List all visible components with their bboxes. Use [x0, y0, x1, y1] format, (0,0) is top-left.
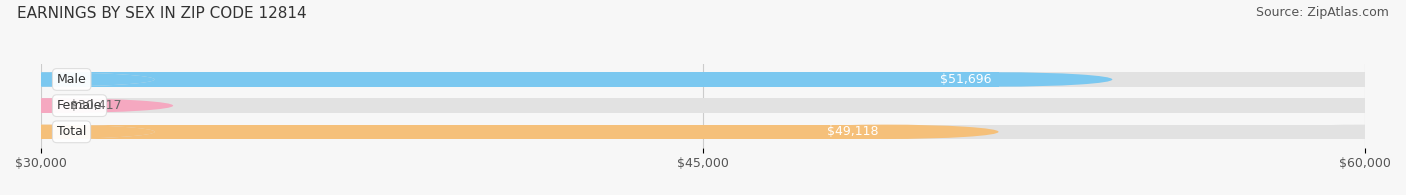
- Ellipse shape: [770, 125, 998, 139]
- Ellipse shape: [0, 98, 155, 113]
- Text: EARNINGS BY SEX IN ZIP CODE 12814: EARNINGS BY SEX IN ZIP CODE 12814: [17, 6, 307, 21]
- Text: $49,118: $49,118: [827, 125, 879, 138]
- Ellipse shape: [0, 125, 155, 139]
- Bar: [998, 72, 1365, 87]
- Ellipse shape: [1251, 125, 1406, 139]
- Bar: [41, 72, 998, 87]
- Bar: [59, 98, 1365, 113]
- Text: Source: ZipAtlas.com: Source: ZipAtlas.com: [1256, 6, 1389, 19]
- Bar: [41, 98, 1365, 113]
- Bar: [41, 125, 1365, 139]
- Ellipse shape: [0, 98, 173, 113]
- Text: Male: Male: [56, 73, 87, 86]
- Text: Female: Female: [56, 99, 103, 112]
- Ellipse shape: [1251, 98, 1406, 113]
- Bar: [884, 125, 1365, 139]
- Ellipse shape: [1251, 72, 1406, 87]
- Text: $51,696: $51,696: [941, 73, 991, 86]
- Ellipse shape: [0, 72, 155, 87]
- Text: $30,417: $30,417: [70, 99, 121, 112]
- Ellipse shape: [884, 72, 1112, 87]
- Bar: [41, 125, 884, 139]
- Ellipse shape: [0, 72, 155, 87]
- Bar: [41, 98, 59, 113]
- Ellipse shape: [0, 98, 155, 113]
- Bar: [41, 72, 1365, 87]
- Ellipse shape: [0, 125, 155, 139]
- Text: Total: Total: [56, 125, 86, 138]
